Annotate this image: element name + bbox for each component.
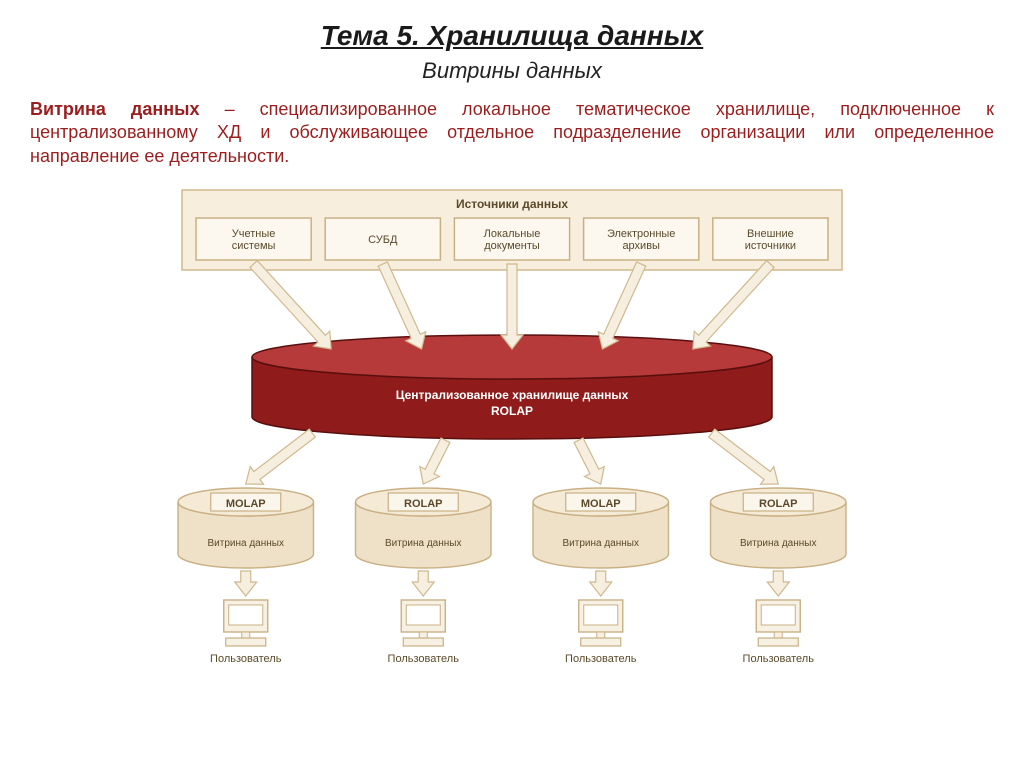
flow-arrow — [501, 264, 523, 349]
mart-label: Витрина данных — [385, 538, 461, 549]
flow-arrow — [235, 571, 257, 596]
page-title: Тема 5. Хранилища данных — [30, 20, 994, 52]
source-label: Внешниеисточники — [745, 228, 796, 252]
user-label: Пользователь — [210, 653, 282, 665]
monitor-screen — [584, 605, 618, 625]
mart-tag-label: MOLAP — [226, 498, 266, 510]
definition-paragraph: Витрина данных – специализированное лока… — [30, 98, 994, 168]
flow-arrow — [767, 571, 789, 596]
flow-arrow — [598, 262, 646, 349]
mart-tag-label: ROLAP — [759, 498, 798, 510]
page-subtitle: Витрины данных — [30, 58, 994, 84]
flow-arrow — [590, 571, 612, 596]
user-label: Пользователь — [565, 653, 637, 665]
keyboard-icon — [403, 638, 443, 646]
source-label: Учетныесистемы — [232, 228, 276, 252]
monitor-screen — [229, 605, 263, 625]
flow-arrow — [709, 429, 779, 484]
mart-label: Витрина данных — [208, 538, 284, 549]
flow-arrow — [574, 438, 604, 484]
warehouse-label-1: Централизованное хранилище данных — [396, 388, 629, 402]
keyboard-icon — [581, 638, 621, 646]
flow-arrow — [693, 261, 774, 349]
mart-label: Витрина данных — [563, 538, 639, 549]
definition-term: Витрина данных — [30, 99, 199, 119]
mart-tag-label: ROLAP — [404, 498, 443, 510]
architecture-diagram: Источники данных Учетныесистемы СУБД Локаль… — [30, 182, 994, 682]
mart-tag-label: MOLAP — [581, 498, 621, 510]
flow-arrow — [412, 571, 434, 596]
source-label: Локальныедокументы — [484, 228, 541, 252]
user-label: Пользователь — [388, 653, 460, 665]
flow-arrow — [246, 429, 316, 484]
keyboard-icon — [226, 638, 266, 646]
mart-label: Витрина данных — [740, 538, 816, 549]
flow-arrow — [250, 261, 331, 349]
warehouse-label-2: ROLAP — [491, 404, 533, 418]
sources-panel-label: Источники данных — [456, 197, 568, 211]
source-label: СУБД — [368, 234, 398, 246]
keyboard-icon — [758, 638, 798, 646]
flow-arrow — [378, 262, 426, 349]
monitor-screen — [761, 605, 795, 625]
flow-arrow — [420, 438, 450, 484]
monitor-screen — [406, 605, 440, 625]
user-label: Пользователь — [743, 653, 815, 665]
